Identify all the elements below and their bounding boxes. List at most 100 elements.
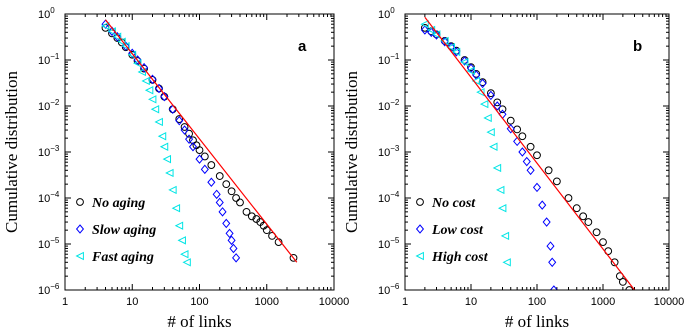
- data-point: [526, 165, 535, 176]
- series-fit-line: [424, 16, 635, 290]
- data-point: [218, 207, 227, 217]
- legend-marker: [416, 198, 424, 206]
- data-point: [215, 172, 224, 180]
- data-layer: [100, 19, 298, 267]
- data-point: [486, 89, 495, 98]
- legend-label: No aging: [91, 196, 145, 211]
- data-point: [185, 134, 194, 144]
- legend-marker: [76, 198, 84, 206]
- data-point: [121, 41, 130, 51]
- y-tick-label: 10−1: [378, 52, 400, 67]
- data-point: [533, 151, 541, 160]
- data-point: [144, 86, 154, 95]
- data-point: [572, 204, 581, 213]
- data-point: [212, 189, 221, 200]
- y-tick-label: 10−4: [378, 190, 400, 205]
- data-point: [584, 218, 593, 226]
- data-point: [522, 156, 531, 167]
- data-point: [232, 253, 241, 263]
- legend-marker: [75, 251, 84, 261]
- data-point: [599, 238, 607, 246]
- data-point: [207, 161, 216, 169]
- data-point: [232, 194, 240, 202]
- data-point: [225, 228, 234, 239]
- chart-panel-a: 1 10 100 1000 10000 10−6 10−5 10−4 10−3 10−2 10−1 1…: [2, 6, 349, 331]
- data-point: [182, 258, 191, 267]
- data-point: [518, 132, 527, 141]
- x-tick-label: 10000: [319, 296, 350, 308]
- data-point: [100, 21, 110, 31]
- x-tick-label: 1000: [591, 296, 615, 308]
- data-point: [113, 31, 122, 42]
- data-point: [526, 142, 535, 151]
- data-point: [188, 141, 198, 152]
- chart-panel-b: 1 10 100 1000 10000 10−6 10−5 10−4 10−3 10−2 10−1 1…: [342, 6, 684, 331]
- y-tick-label: 10−6: [378, 282, 400, 297]
- plot-frame: [64, 13, 335, 291]
- data-point: [262, 226, 271, 235]
- data-point: [579, 212, 588, 221]
- data-point: [215, 197, 224, 208]
- data-point: [227, 187, 236, 196]
- data-point: [532, 182, 542, 193]
- data-point: [546, 241, 555, 251]
- data-point: [227, 235, 236, 246]
- y-tick-label: 10−6: [38, 282, 60, 297]
- data-point: [236, 198, 244, 207]
- series-slow-aging: [101, 19, 241, 263]
- data-point: [137, 67, 146, 77]
- legend-label: Low cost: [431, 223, 484, 238]
- data-point: [154, 83, 164, 94]
- legend-label: Slow aging: [92, 223, 156, 238]
- data-point: [165, 168, 174, 178]
- data-point: [486, 127, 495, 137]
- data-point: [471, 76, 481, 86]
- data-point: [625, 286, 634, 290]
- fit-line: [105, 19, 298, 263]
- data-point: [497, 203, 507, 213]
- data-point: [200, 152, 209, 161]
- data-point: [592, 228, 601, 237]
- data-point: [154, 117, 163, 127]
- data-point: [171, 203, 181, 213]
- x-tick-label: 10000: [654, 296, 685, 308]
- data-point: [162, 154, 172, 164]
- y-tick-label: 10−5: [378, 236, 400, 251]
- data-point: [506, 116, 515, 125]
- data-point: [150, 105, 160, 114]
- data-layer: [420, 16, 635, 290]
- data-point: [192, 141, 201, 150]
- data-point: [483, 113, 492, 123]
- data-point: [498, 105, 507, 114]
- data-point: [168, 185, 177, 195]
- x-tick-label: 1: [402, 296, 408, 308]
- data-point: [486, 90, 495, 101]
- data-point: [492, 163, 502, 173]
- data-point: [133, 55, 142, 65]
- data-point: [200, 164, 209, 175]
- data-point: [247, 212, 256, 221]
- data-point: [177, 236, 186, 245]
- data-point: [610, 258, 619, 267]
- data-point: [168, 105, 177, 114]
- data-point: [451, 47, 461, 57]
- data-point: [500, 231, 510, 241]
- data-point: [180, 125, 189, 135]
- plot-frame: [404, 13, 670, 291]
- x-tick-label: 1000: [255, 296, 279, 308]
- data-point: [157, 132, 167, 141]
- y-tick-label: 10−4: [38, 190, 60, 205]
- data-point: [107, 27, 116, 36]
- y-tick-label: 10−3: [378, 144, 400, 159]
- series-low-cost: [420, 25, 558, 290]
- y-tick-label: 10−3: [38, 144, 60, 159]
- data-point: [552, 177, 561, 186]
- data-point: [549, 285, 558, 290]
- data-point: [207, 177, 216, 188]
- y-tick-label: 100: [378, 6, 395, 21]
- data-point: [159, 142, 169, 151]
- y-axis-label: Cumulative distribution: [342, 71, 361, 233]
- data-point: [479, 99, 489, 109]
- data-point: [489, 142, 498, 151]
- series-fit-line: [105, 19, 298, 263]
